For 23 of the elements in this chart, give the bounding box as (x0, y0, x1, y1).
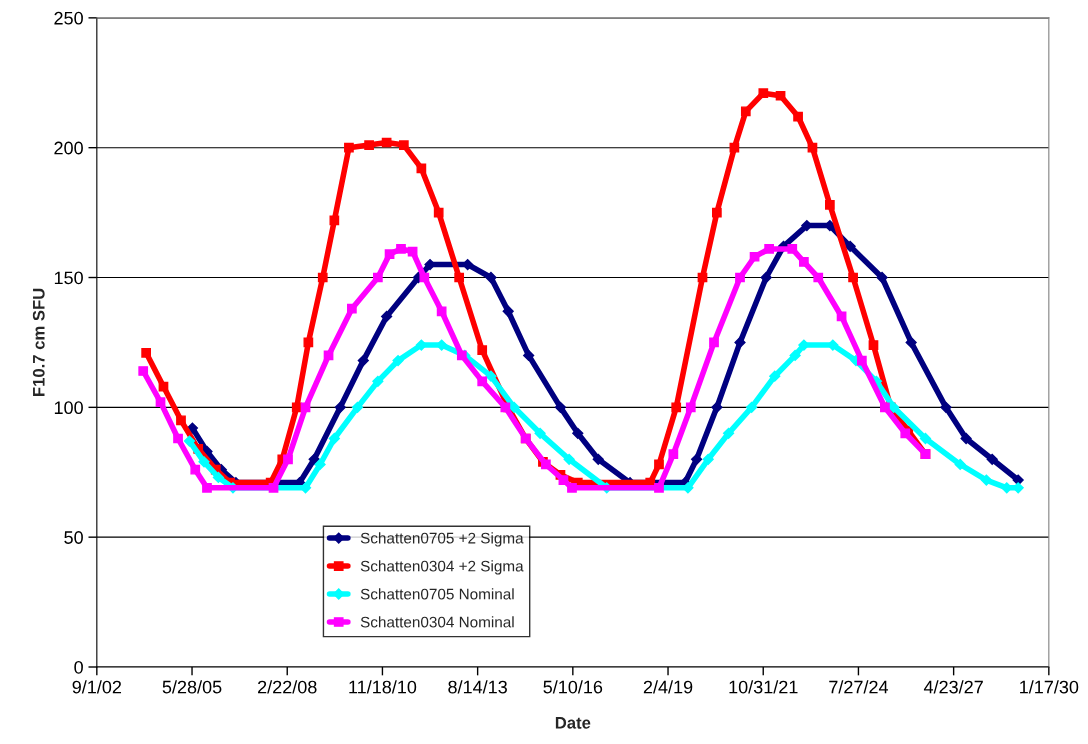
y-tick-label: 150 (54, 271, 83, 285)
y-tick-label: 250 (54, 11, 83, 25)
x-tick-label: 2/22/08 (258, 680, 317, 694)
x-axis-title: Date (555, 717, 591, 729)
x-tick-label: 2/4/19 (643, 680, 693, 694)
x-tick-label: 8/14/13 (448, 680, 507, 694)
x-tick-label: 11/18/10 (349, 680, 417, 694)
y-tick-label: 200 (54, 141, 83, 155)
x-tick-label: 4/23/27 (923, 680, 983, 694)
y-axis-title: F10.7 cm SFU (32, 288, 45, 396)
y-tick-label: 0 (74, 660, 83, 674)
x-tick-label: 10/31/21 (729, 680, 798, 694)
legend-label: Schatten0304 Nominal (360, 616, 514, 628)
y-tick-label: 100 (54, 401, 83, 415)
x-tick-label: 7/27/24 (829, 680, 889, 694)
x-tick-label: 1/17/30 (1020, 680, 1079, 694)
legend-label: Schatten0705 Nominal (360, 588, 514, 600)
legend-label: Schatten0705 +2 Sigma (360, 532, 524, 547)
x-tick-label: 9/1/02 (72, 680, 122, 694)
x-tick-label: 5/28/05 (162, 680, 222, 694)
x-tick-label: 5/10/16 (543, 680, 603, 694)
y-tick-label: 50 (64, 531, 83, 544)
legend-label: Schatten0304 +2 Sigma (360, 560, 524, 575)
